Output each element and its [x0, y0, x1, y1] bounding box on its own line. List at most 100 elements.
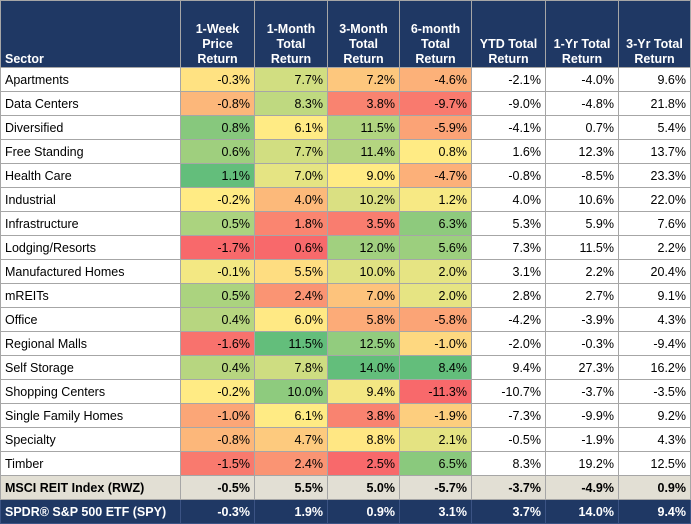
3-yr-total-return-cell: 5.4% [618, 115, 691, 140]
1-week-price-return-cell: -1.7% [180, 235, 255, 260]
sector-name-cell: Lodging/Resorts [0, 235, 181, 260]
6-month-total-return-cell: 6.5% [399, 451, 472, 476]
1-week-price-return-cell: -0.8% [180, 427, 255, 452]
3-month-total-return-cell: 5.0% [327, 475, 400, 500]
header-ytd-total-return: YTD Total Return [471, 0, 546, 68]
1-month-total-return-cell: 1.8% [254, 211, 328, 236]
6-month-total-return-cell: 2.0% [399, 283, 472, 308]
3-yr-total-return-cell: 20.4% [618, 259, 691, 284]
3-month-total-return-cell: 3.5% [327, 211, 400, 236]
3-month-total-return-cell: 0.9% [327, 499, 400, 524]
ytd-total-return-cell: 2.8% [471, 283, 546, 308]
header-text-line: 1-Week [195, 22, 240, 36]
1-week-price-return-cell: -0.8% [180, 91, 255, 116]
3-yr-total-return-cell: 22.0% [618, 187, 691, 212]
1-yr-total-return-cell: 2.7% [545, 283, 619, 308]
1-yr-total-return-cell: 2.2% [545, 259, 619, 284]
ytd-total-return-cell: 7.3% [471, 235, 546, 260]
3-month-total-return-cell: 7.0% [327, 283, 400, 308]
3-month-total-return-cell: 10.0% [327, 259, 400, 284]
1-week-price-return-cell: 0.6% [180, 139, 255, 164]
header-1-yr-total-return: 1-Yr Total Return [545, 0, 619, 68]
table-row: Industrial -0.2% 4.0% 10.2% 1.2% 4.0% 10.6% 22.… [0, 187, 691, 212]
sector-name-cell: Regional Malls [0, 331, 181, 356]
ytd-total-return-cell: 3.7% [471, 499, 546, 524]
1-month-total-return-cell: 6.0% [254, 307, 328, 332]
6-month-total-return-cell: -11.3% [399, 379, 472, 404]
3-month-total-return-cell: 11.4% [327, 139, 400, 164]
1-yr-total-return-cell: 5.9% [545, 211, 619, 236]
1-month-total-return-cell: 5.5% [254, 475, 328, 500]
header-3-month-total-return: 3-Month Total Return [327, 0, 400, 68]
sector-name-cell: SPDR® S&P 500 ETF (SPY) [0, 499, 181, 524]
1-yr-total-return-cell: -4.8% [545, 91, 619, 116]
1-month-total-return-cell: 4.7% [254, 427, 328, 452]
3-yr-total-return-cell: 7.6% [618, 211, 691, 236]
1-yr-total-return-cell: -9.9% [545, 403, 619, 428]
6-month-total-return-cell: -1.0% [399, 331, 472, 356]
table-body: Apartments -0.3% 7.7% 7.2% -4.6% -2.1% -4.0% 9.… [0, 67, 691, 524]
6-month-total-return-cell: 0.8% [399, 139, 472, 164]
ytd-total-return-cell: 3.1% [471, 259, 546, 284]
table-row: Self Storage 0.4% 7.8% 14.0% 8.4% 9.4% 27.3% 16… [0, 355, 691, 380]
1-yr-total-return-cell: -3.7% [545, 379, 619, 404]
1-yr-total-return-cell: 19.2% [545, 451, 619, 476]
6-month-total-return-cell: 8.4% [399, 355, 472, 380]
1-week-price-return-cell: -0.5% [180, 475, 255, 500]
3-month-total-return-cell: 14.0% [327, 355, 400, 380]
3-month-total-return-cell: 2.5% [327, 451, 400, 476]
header-6-month-total-return: 6-month Total Return [399, 0, 472, 68]
6-month-total-return-cell: 1.2% [399, 187, 472, 212]
3-yr-total-return-cell: 21.8% [618, 91, 691, 116]
1-month-total-return-cell: 5.5% [254, 259, 328, 284]
spy-etf-row: SPDR® S&P 500 ETF (SPY) -0.3% 1.9% 0.9% 3.1%… [0, 499, 691, 524]
ytd-total-return-cell: 5.3% [471, 211, 546, 236]
table-row: Office 0.4% 6.0% 5.8% -5.8% -4.2% -3.9% 4.3% [0, 307, 691, 332]
header-text-line: Total [421, 37, 450, 51]
1-month-total-return-cell: 4.0% [254, 187, 328, 212]
3-yr-total-return-cell: 23.3% [618, 163, 691, 188]
3-yr-total-return-cell: 13.7% [618, 139, 691, 164]
1-month-total-return-cell: 2.4% [254, 451, 328, 476]
header-text-line: 6-month [410, 22, 461, 36]
1-week-price-return-cell: 1.1% [180, 163, 255, 188]
sector-name-cell: MSCI REIT Index (RWZ) [0, 475, 181, 500]
ytd-total-return-cell: -4.1% [471, 115, 546, 140]
3-month-total-return-cell: 12.5% [327, 331, 400, 356]
1-month-total-return-cell: 7.8% [254, 355, 328, 380]
ytd-total-return-cell: -9.0% [471, 91, 546, 116]
ytd-total-return-cell: 4.0% [471, 187, 546, 212]
sector-name-cell: Specialty [0, 427, 181, 452]
1-month-total-return-cell: 7.0% [254, 163, 328, 188]
header-text-line: 1-Yr Total [553, 37, 611, 51]
header-3-yr-total-return: 3-Yr Total Return [618, 0, 691, 68]
3-month-total-return-cell: 7.2% [327, 67, 400, 92]
header-text-line: YTD Total [479, 37, 538, 51]
header-text-line: Return [561, 52, 603, 66]
1-yr-total-return-cell: -1.9% [545, 427, 619, 452]
3-yr-total-return-cell: 9.6% [618, 67, 691, 92]
3-month-total-return-cell: 9.4% [327, 379, 400, 404]
sector-name-cell: Industrial [0, 187, 181, 212]
sector-name-cell: Health Care [0, 163, 181, 188]
6-month-total-return-cell: -4.7% [399, 163, 472, 188]
table-row: mREITs 0.5% 2.4% 7.0% 2.0% 2.8% 2.7% 9.1% [0, 283, 691, 308]
sector-name-cell: Single Family Homes [0, 403, 181, 428]
table-row: Shopping Centers -0.2% 10.0% 9.4% -11.3% -10.… [0, 379, 691, 404]
1-week-price-return-cell: -1.0% [180, 403, 255, 428]
header-text-line: Return [634, 52, 675, 66]
table-row: Apartments -0.3% 7.7% 7.2% -4.6% -2.1% -4.0% 9.… [0, 67, 691, 92]
3-yr-total-return-cell: 9.4% [618, 499, 691, 524]
header-text-line: Return [343, 52, 384, 66]
3-month-total-return-cell: 3.8% [327, 91, 400, 116]
1-week-price-return-cell: 0.4% [180, 355, 255, 380]
header-text-line: Price [202, 37, 233, 51]
1-yr-total-return-cell: 27.3% [545, 355, 619, 380]
3-yr-total-return-cell: 4.3% [618, 427, 691, 452]
1-month-total-return-cell: 6.1% [254, 403, 328, 428]
1-yr-total-return-cell: -4.9% [545, 475, 619, 500]
1-yr-total-return-cell: 12.3% [545, 139, 619, 164]
1-month-total-return-cell: 1.9% [254, 499, 328, 524]
ytd-total-return-cell: -7.3% [471, 403, 546, 428]
table-row: Infrastructure 0.5% 1.8% 3.5% 6.3% 5.3% 5.9% 7.… [0, 211, 691, 236]
